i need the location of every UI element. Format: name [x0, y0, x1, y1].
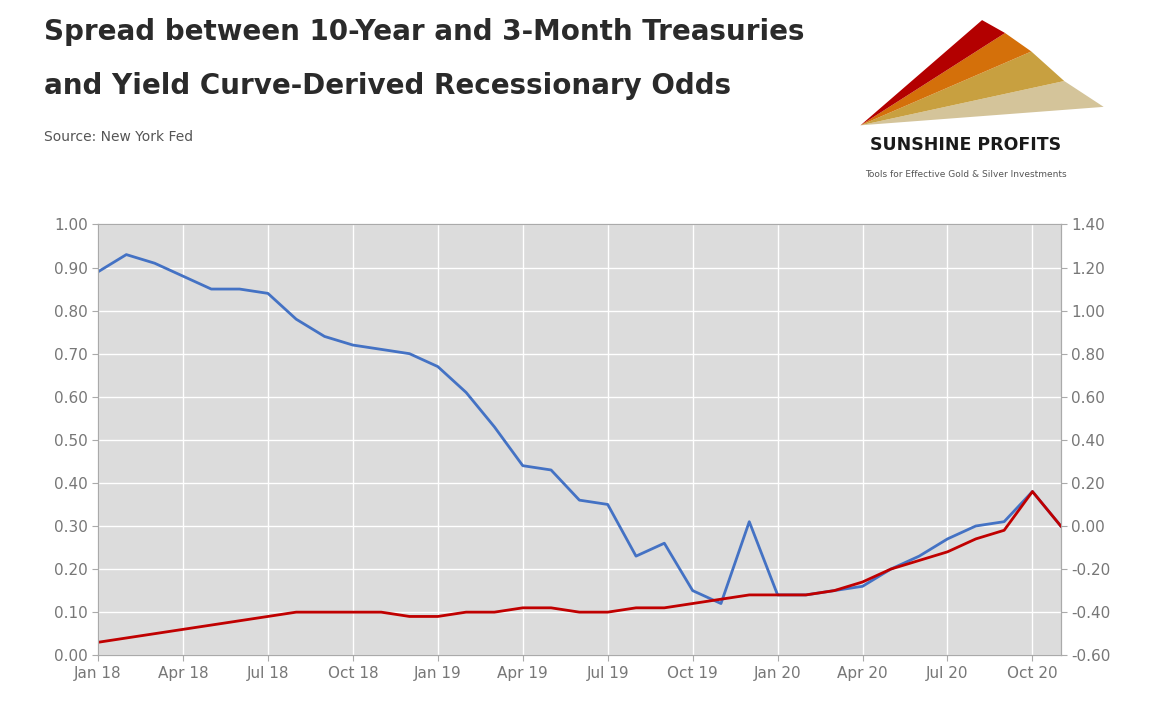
Text: and Yield Curve-Derived Recessionary Odds: and Yield Curve-Derived Recessionary Odd… — [44, 72, 731, 101]
Text: SUNSHINE PROFITS: SUNSHINE PROFITS — [871, 136, 1061, 154]
Text: Source: New York Fed: Source: New York Fed — [44, 130, 193, 144]
Polygon shape — [860, 33, 1031, 125]
Polygon shape — [860, 81, 1103, 125]
Polygon shape — [860, 51, 1064, 125]
Text: Spread between 10-Year and 3-Month Treasuries: Spread between 10-Year and 3-Month Treas… — [44, 18, 805, 46]
Text: Tools for Effective Gold & Silver Investments: Tools for Effective Gold & Silver Invest… — [865, 169, 1067, 179]
Polygon shape — [860, 20, 1005, 125]
